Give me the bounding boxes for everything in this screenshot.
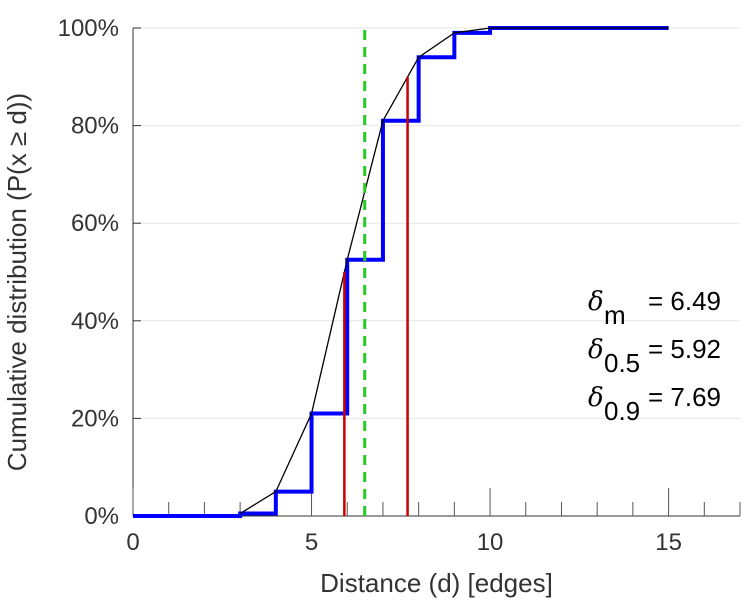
grid xyxy=(133,27,740,419)
annotation-subscript: m xyxy=(604,300,626,330)
annotation-value: = 6.49 xyxy=(648,286,721,316)
annotation-symbol: δ xyxy=(588,383,604,413)
fitted-curve xyxy=(239,27,669,515)
axes: 0% 20% 40% 60% 80% 100% 0 5 10 15 xyxy=(58,15,741,556)
y-tick-label: 40% xyxy=(71,308,119,335)
annotation-value: = 7.69 xyxy=(648,382,721,412)
y-tick-label: 0% xyxy=(84,503,119,530)
annotation-subscript: 0.5 xyxy=(604,348,640,378)
x-tick-label: 0 xyxy=(126,529,139,556)
y-tick-label: 80% xyxy=(71,113,119,140)
x-tick-label: 5 xyxy=(305,529,318,556)
step-series xyxy=(133,26,669,518)
y-tick-label: 100% xyxy=(58,15,119,42)
x-tick-label: 15 xyxy=(655,529,682,556)
x-axis-label: Distance (d) [edges] xyxy=(320,568,553,598)
y-axis-label: Cumulative distribution (P(x ≥ d)) xyxy=(2,93,32,471)
series xyxy=(133,26,669,518)
y-tick-label: 20% xyxy=(71,405,119,432)
annotation-symbol: δ xyxy=(588,335,604,365)
x-tick-label: 10 xyxy=(477,529,504,556)
reference-lines xyxy=(343,28,409,516)
annotation-symbol: δ xyxy=(588,287,604,317)
annotation-subscript: 0.9 xyxy=(604,396,640,426)
annotations: δ m = 6.49δ 0.5 = 5.92δ 0.9 = 7.69 xyxy=(588,286,721,426)
annotation-value: = 5.92 xyxy=(648,334,721,364)
y-tick-label: 60% xyxy=(71,210,119,237)
